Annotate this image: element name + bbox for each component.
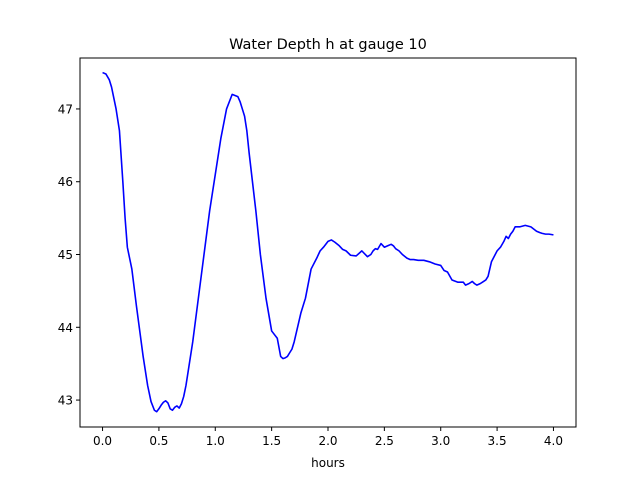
x-tick-label: 2.0 (318, 434, 337, 448)
x-tick-label: 3.5 (488, 434, 507, 448)
y-tick-label: 45 (58, 248, 73, 262)
x-tick-label: 1.5 (262, 434, 281, 448)
y-tick-label: 43 (58, 394, 73, 408)
y-tick-label: 47 (58, 102, 73, 116)
x-tick-label: 2.5 (375, 434, 394, 448)
y-tick-label: 46 (58, 175, 73, 189)
y-axis-ticks: 43 44 45 46 47 (58, 102, 80, 408)
plot-frame (79, 57, 577, 428)
x-tick-label: 0.0 (93, 434, 112, 448)
x-tick-label: 3.0 (431, 434, 450, 448)
x-axis-label: hours (311, 456, 345, 470)
x-tick-label: 0.5 (149, 434, 168, 448)
chart-title: Water Depth h at gauge 10 (229, 37, 427, 53)
series-line-0 (102, 71, 554, 413)
x-tick-label: 1.0 (206, 434, 225, 448)
x-axis-ticks: 0.0 0.5 1.0 1.5 2.0 2.5 3.0 3.5 4.0 (93, 427, 563, 448)
y-tick-label: 44 (58, 321, 73, 335)
plot-data (102, 71, 554, 413)
x-tick-label: 4.0 (544, 434, 563, 448)
